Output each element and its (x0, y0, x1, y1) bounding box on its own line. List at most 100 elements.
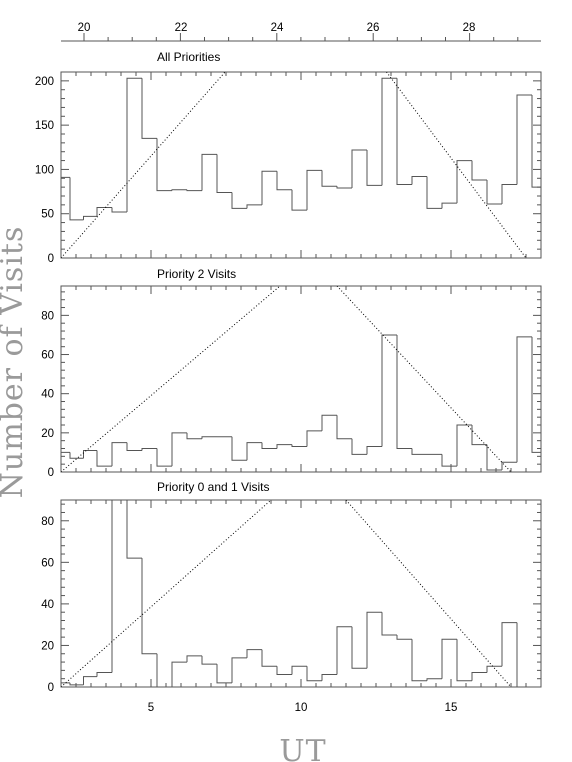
y-tick-label: 0 (48, 467, 54, 479)
histogram-bar (231, 192, 247, 209)
histogram-bar (501, 183, 517, 204)
histogram-bar (306, 666, 322, 682)
panel-priority-2: Priority 2 Visits 0 20 40 60 80 (41, 267, 542, 479)
histogram-bar (486, 665, 502, 673)
histogram-bar (96, 450, 112, 467)
top-ut-axis: 20 22 24 26 28 (61, 22, 541, 42)
y-tick-label: 80 (41, 516, 54, 528)
y-tick-label: 100 (35, 164, 54, 176)
histogram-bar (441, 454, 457, 467)
histogram-bar (291, 189, 307, 211)
histogram-bar (231, 657, 247, 683)
histogram-bar (516, 94, 532, 185)
histogram-bar (396, 334, 412, 450)
histogram-bar (426, 176, 442, 209)
dotted-guide-line (61, 72, 226, 258)
histogram-bar (186, 655, 202, 663)
histogram-bar (321, 674, 337, 681)
histogram-bar (366, 611, 382, 669)
histogram-bar (306, 430, 322, 447)
histogram-bar (471, 671, 487, 681)
histogram-bar (366, 149, 382, 186)
histogram-bar (141, 558, 157, 655)
x-axis-title: UT (279, 734, 326, 762)
histogram-bar (321, 170, 337, 187)
top-tick-label: 22 (175, 22, 188, 34)
histogram-bar (61, 176, 70, 258)
histogram-bar (501, 461, 517, 471)
plot-frame (60, 71, 542, 259)
histogram-bar (426, 678, 442, 681)
histogram-bar (381, 77, 397, 186)
histogram-bar (126, 500, 142, 559)
histogram-bar (411, 639, 427, 682)
histogram-bar (381, 612, 397, 636)
histogram-bar (351, 149, 367, 189)
histogram-bar (471, 425, 487, 446)
histogram-bar (96, 207, 112, 217)
top-tick-label: 28 (463, 22, 476, 34)
y-tick-label: 20 (41, 640, 54, 652)
histogram-bar (396, 635, 412, 640)
histogram-bar (201, 655, 217, 665)
histogram-bar (69, 682, 84, 686)
histogram-bar (171, 189, 187, 191)
histogram-bar (366, 446, 382, 455)
top-tick-label: 24 (271, 22, 284, 34)
histogram-bar (456, 424, 472, 467)
histogram-bar (531, 336, 541, 453)
y-tick-label: 60 (41, 350, 54, 362)
histogram-bar (486, 180, 502, 205)
histogram-bar (186, 432, 202, 440)
histogram-bar (276, 171, 292, 191)
histogram-bar (216, 154, 232, 193)
histogram-bar (83, 676, 97, 685)
histogram-bar (216, 664, 232, 684)
dotted-guide-line (61, 500, 272, 687)
histogram-bar (276, 666, 292, 676)
plot-frame (60, 285, 542, 473)
panel-title: Priority 0 and 1 Visits (157, 480, 270, 494)
y-tick-label: 50 (41, 209, 54, 221)
histogram-bar (126, 77, 142, 212)
histogram-bars (61, 77, 541, 258)
histogram-bar (441, 202, 457, 209)
panel-title: Priority 2 Visits (157, 267, 236, 281)
histogram-bar (291, 665, 307, 675)
histogram-bar (171, 432, 187, 467)
histogram-bar (276, 444, 292, 449)
histogram-bar (381, 334, 397, 447)
histogram-bar (441, 638, 457, 679)
histogram-bar (501, 622, 517, 667)
histogram-bar (126, 442, 142, 451)
histogram-bar (261, 442, 277, 450)
histogram-bar (246, 204, 262, 209)
histogram-bar (61, 451, 70, 472)
histogram-bar (141, 448, 157, 451)
histogram-bar (411, 176, 427, 185)
histogram-bar (351, 438, 367, 455)
histogram-bar (321, 414, 337, 431)
histogram-bar (231, 436, 247, 461)
histogram-bar (141, 78, 157, 139)
histogram-bar (411, 448, 427, 455)
y-tick-label: 150 (35, 120, 54, 132)
histogram-bars (61, 334, 541, 472)
histogram-bar (336, 415, 352, 440)
histogram-bar (111, 442, 127, 467)
histogram-bar (516, 622, 532, 687)
y-tick-label: 40 (41, 599, 54, 611)
histogram-bar (336, 626, 352, 675)
y-axis-title: Number of Visits (0, 226, 30, 499)
histogram-bar (201, 153, 217, 191)
histogram-bar (456, 639, 472, 682)
histogram-bars (61, 500, 541, 687)
histogram-bar (516, 336, 532, 463)
histogram-bar (531, 95, 541, 188)
histogram-bar (246, 442, 262, 461)
histogram-bar (156, 653, 172, 687)
panel-priority-0-1: Priority 0 and 1 Visits 0 20 40 60 80 (41, 480, 542, 694)
dotted-guide-line (386, 72, 527, 258)
histogram-bar (61, 682, 70, 687)
